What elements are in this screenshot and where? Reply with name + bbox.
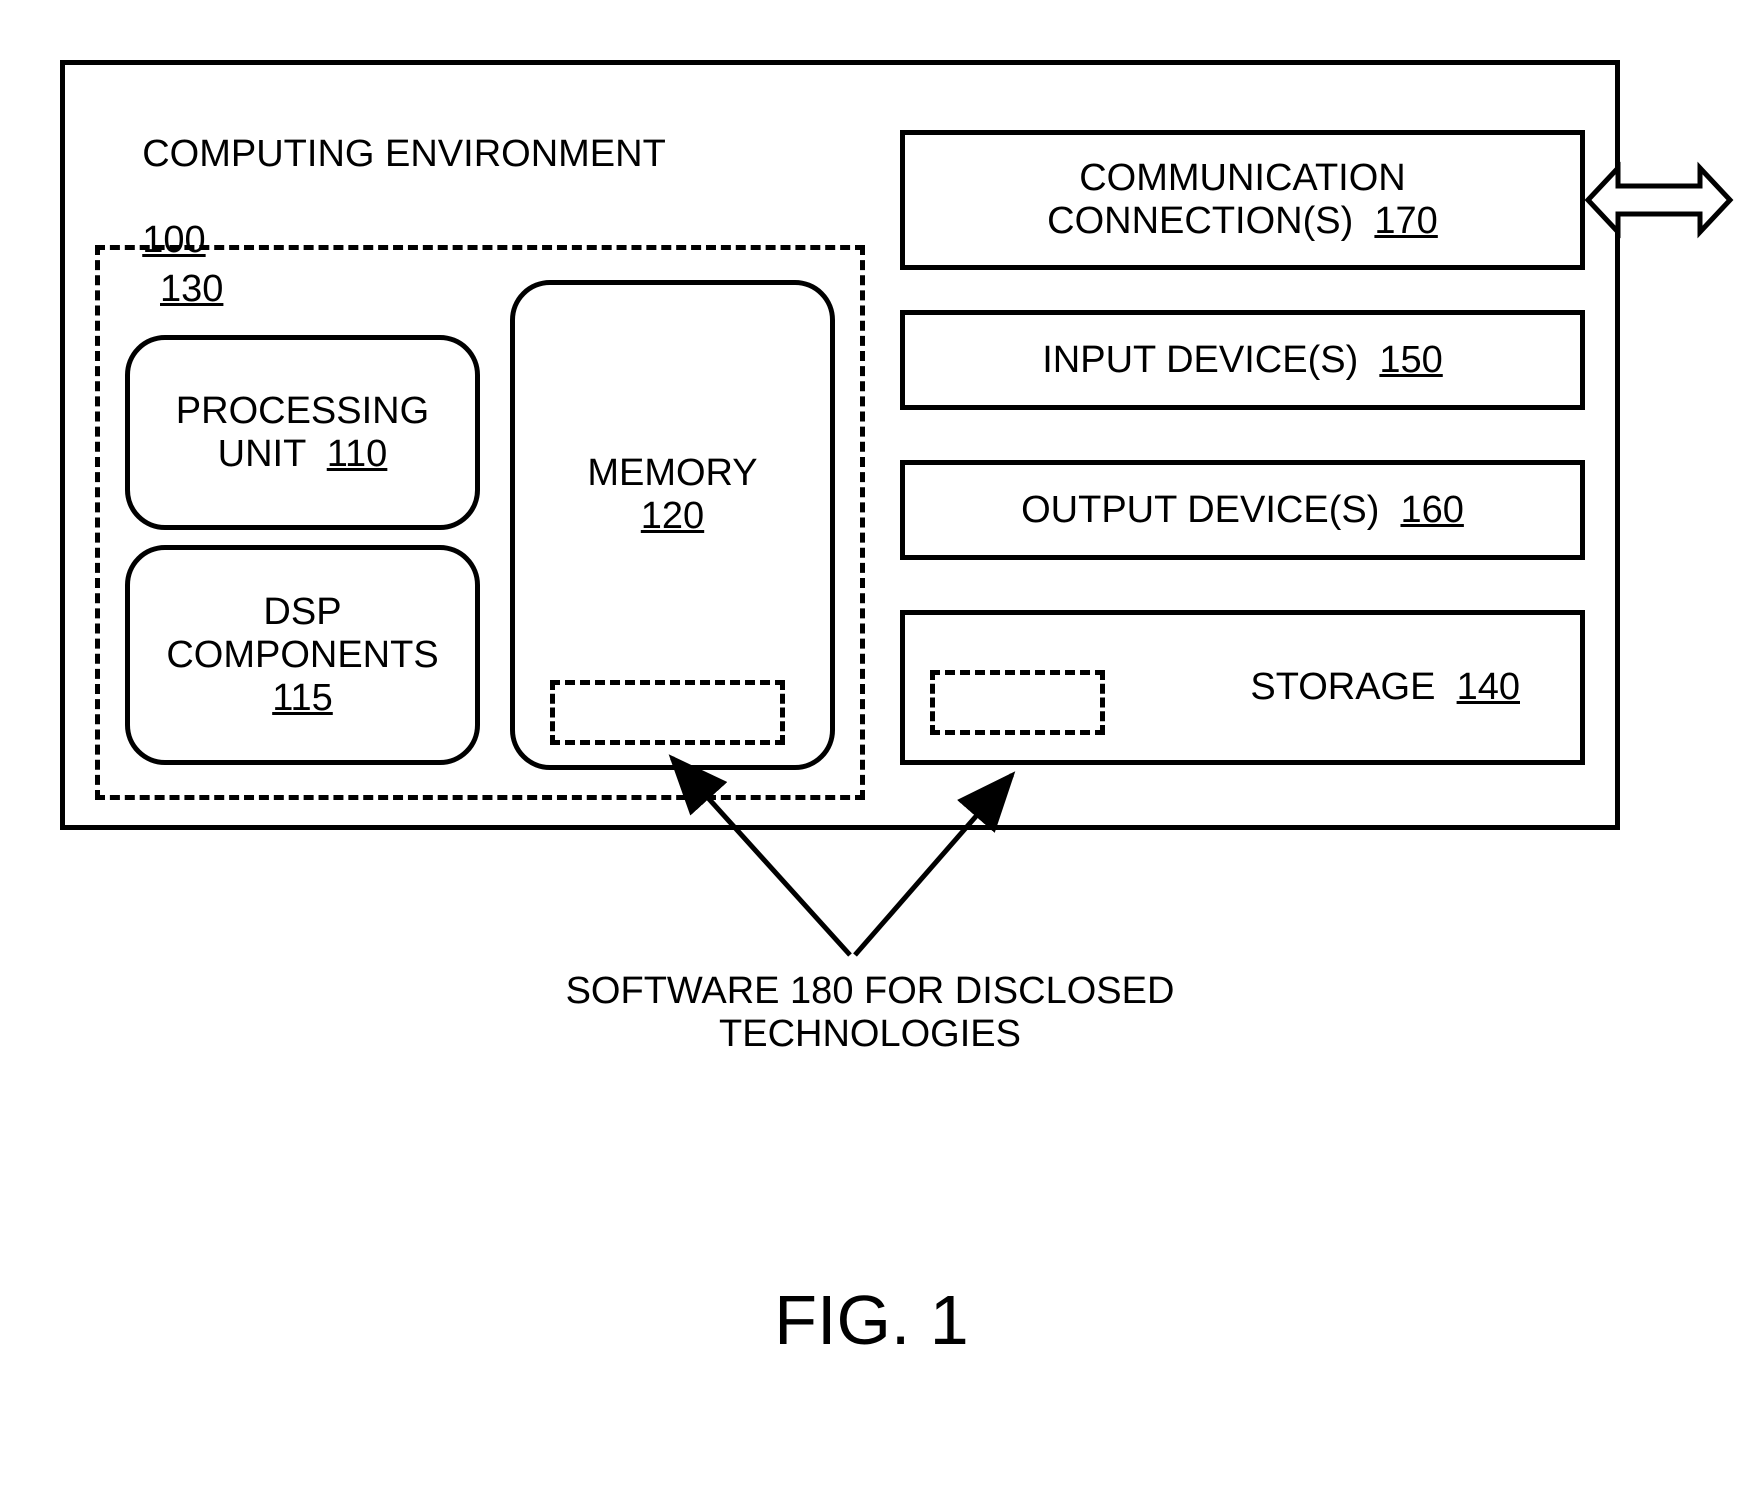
software-label-line2: TECHNOLOGIES bbox=[719, 1013, 1021, 1055]
software-label: SOFTWARE 180 FOR DISCLOSED TECHNOLOGIES bbox=[430, 970, 1310, 1056]
storage-software-slot bbox=[930, 670, 1105, 735]
dsp-label: DSPCOMPONENTS bbox=[166, 591, 438, 676]
memory-label: MEMORY bbox=[587, 452, 757, 494]
processing-unit-inner: PROCESSINGUNIT 110 bbox=[176, 390, 429, 476]
software-label-line1: SOFTWARE 180 FOR DISCLOSED bbox=[566, 970, 1175, 1012]
memory-inner: MEMORY 120 bbox=[587, 452, 757, 538]
output-ref: 160 bbox=[1400, 489, 1463, 531]
diagram-stage: COMPUTING ENVIRONMENT 100 130 PROCESSING… bbox=[0, 0, 1743, 1508]
memory-software-slot bbox=[550, 680, 785, 745]
dsp-inner: DSPCOMPONENTS 115 bbox=[166, 591, 438, 720]
processing-unit-ref: 110 bbox=[327, 433, 388, 475]
output-label: OUTPUT DEVICE(S) bbox=[1021, 489, 1379, 531]
output-devices-box: OUTPUT DEVICE(S) 160 bbox=[900, 460, 1585, 560]
processing-unit-label: PROCESSINGUNIT bbox=[176, 390, 429, 475]
output-inner: OUTPUT DEVICE(S) 160 bbox=[1021, 489, 1464, 532]
input-ref: 150 bbox=[1379, 339, 1442, 381]
communication-box: COMMUNICATIONCONNECTION(S) 170 bbox=[900, 130, 1585, 270]
memory-ref: 120 bbox=[641, 495, 704, 537]
processing-unit-box: PROCESSINGUNIT 110 bbox=[125, 335, 480, 530]
core-ref: 130 bbox=[160, 268, 223, 311]
comm-ref: 170 bbox=[1374, 200, 1437, 242]
input-devices-box: INPUT DEVICE(S) 150 bbox=[900, 310, 1585, 410]
dsp-box: DSPCOMPONENTS 115 bbox=[125, 545, 480, 765]
comm-label: COMMUNICATIONCONNECTION(S) bbox=[1047, 157, 1406, 242]
env-title-text: COMPUTING ENVIRONMENT bbox=[142, 133, 666, 175]
input-inner: INPUT DEVICE(S) 150 bbox=[1042, 339, 1443, 382]
storage-label: STORAGE bbox=[1250, 666, 1435, 708]
comm-inner: COMMUNICATIONCONNECTION(S) 170 bbox=[1047, 157, 1438, 243]
input-label: INPUT DEVICE(S) bbox=[1042, 339, 1358, 381]
storage-ref: 140 bbox=[1457, 666, 1520, 708]
storage-inner: STORAGE 140 bbox=[1250, 666, 1520, 709]
dsp-ref: 115 bbox=[272, 677, 333, 719]
figure-caption: FIG. 1 bbox=[0, 1280, 1743, 1360]
